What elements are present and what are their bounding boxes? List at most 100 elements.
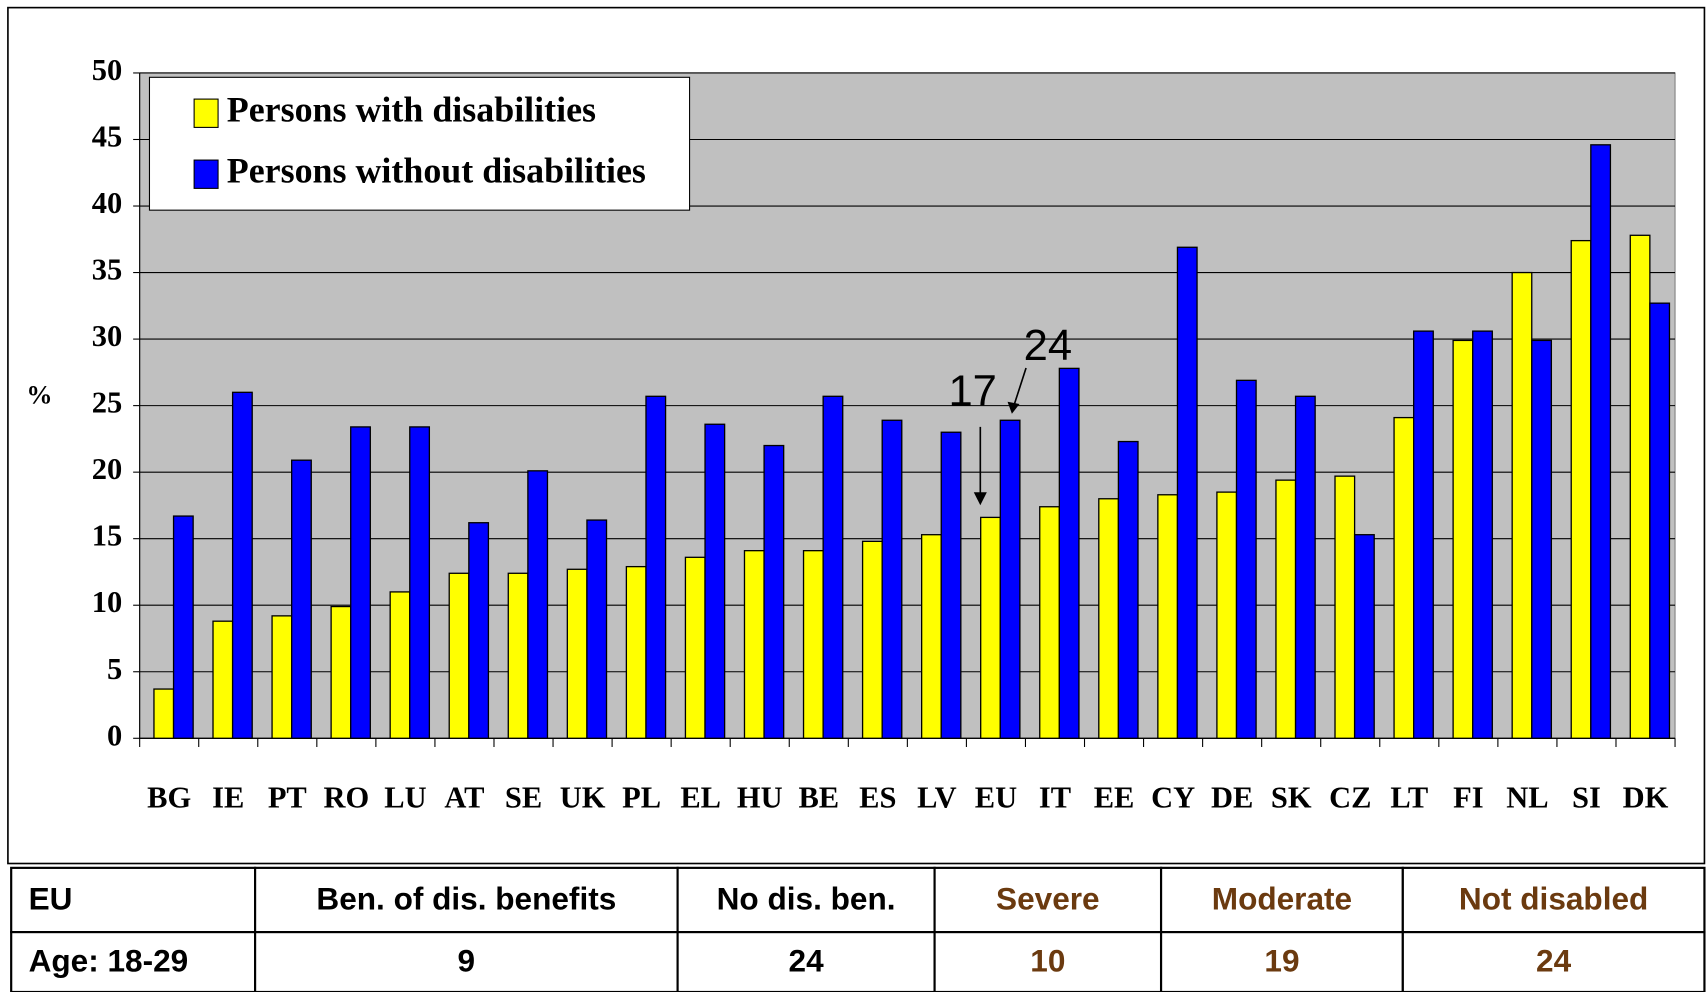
annotation: 17 <box>948 368 996 416</box>
x-tick-label: EE <box>1094 780 1135 814</box>
x-tick-label: RO <box>324 780 370 814</box>
bar <box>291 459 312 739</box>
bar <box>1570 239 1592 739</box>
bar <box>1629 234 1651 739</box>
bar <box>1413 330 1434 739</box>
bar <box>1117 440 1139 739</box>
bar <box>645 395 667 739</box>
bar <box>1098 498 1120 739</box>
bar <box>1157 494 1179 739</box>
bar <box>448 572 470 739</box>
legend-swatch <box>193 159 219 189</box>
x-tick-label: BG <box>147 780 191 814</box>
bar <box>586 519 608 739</box>
x-tick-label: BE <box>798 780 839 814</box>
y-tick-label: 35 <box>92 253 122 287</box>
y-tick-label: 15 <box>92 519 122 553</box>
table-cell-text: 10 <box>1030 942 1065 978</box>
legend-label: Persons without disabilities <box>227 150 646 190</box>
x-tick-label: DE <box>1211 780 1253 814</box>
bar <box>625 565 647 739</box>
bar <box>1452 339 1474 739</box>
bar <box>822 395 844 739</box>
bar <box>802 550 824 739</box>
bar <box>881 419 903 739</box>
y-tick-label: 40 <box>92 186 122 220</box>
bar <box>507 572 529 739</box>
x-tick-label: CY <box>1151 780 1195 814</box>
bar <box>920 534 942 739</box>
table-cell <box>254 866 679 934</box>
bar <box>1216 491 1238 739</box>
legend-label: Persons with disabilities <box>227 89 596 129</box>
y-axis-label: % <box>26 380 52 409</box>
table-header: Severe <box>996 880 1100 916</box>
x-tick-label: EL <box>680 780 721 814</box>
bar <box>1472 330 1493 739</box>
bar <box>1334 475 1356 739</box>
bar <box>1649 302 1671 739</box>
bar <box>1590 144 1612 739</box>
x-tick-label: LV <box>917 780 957 814</box>
bar <box>684 556 706 739</box>
x-tick-label: IT <box>1039 780 1071 814</box>
legend <box>148 76 691 211</box>
bar <box>172 515 194 739</box>
bar <box>271 615 293 739</box>
y-tick-label: 20 <box>92 452 122 486</box>
x-tick-label: SK <box>1271 780 1312 814</box>
x-tick-label: ES <box>859 780 896 814</box>
table-cell <box>1401 866 1706 934</box>
annotation-arrow <box>1013 367 1027 406</box>
bar <box>389 591 411 739</box>
bar <box>566 568 588 739</box>
table-header: Moderate <box>1212 880 1352 916</box>
table-header: Not disabled <box>1459 880 1648 916</box>
x-tick-label: FI <box>1453 780 1483 814</box>
bar <box>153 688 175 739</box>
x-tick-label: NL <box>1506 780 1548 814</box>
annotation: 24 <box>1024 322 1072 370</box>
bar <box>1176 246 1198 739</box>
table-cell <box>254 931 679 992</box>
table-cell <box>933 931 1163 992</box>
x-tick-label: DK <box>1623 780 1669 814</box>
bar <box>1353 534 1375 739</box>
bar <box>1058 367 1080 739</box>
x-tick-label: UK <box>560 780 606 814</box>
table-header: No dis. ben. <box>717 880 896 916</box>
x-tick-label: CZ <box>1329 780 1371 814</box>
table-cell <box>10 931 257 992</box>
bar <box>1039 506 1060 739</box>
table-header: Ben. of dis. benefits <box>316 880 616 916</box>
x-tick-label: LT <box>1390 780 1428 814</box>
arrow-head <box>973 492 987 506</box>
bar <box>1511 271 1533 739</box>
table-cell-text: Age: 18-29 <box>29 942 189 978</box>
table-cell-text: 24 <box>1536 942 1572 978</box>
bar <box>1235 379 1257 739</box>
x-tick-label: EU <box>975 780 1017 814</box>
x-tick-label: IE <box>212 780 244 814</box>
arrow-head <box>1007 401 1020 414</box>
y-tick-label: 30 <box>92 319 122 353</box>
x-tick-label: SI <box>1572 780 1601 814</box>
x-tick-label: HU <box>737 780 783 814</box>
bar <box>980 516 1001 739</box>
bar <box>704 423 726 739</box>
bar <box>1275 479 1297 739</box>
x-tick-label: PL <box>622 780 661 814</box>
bar <box>763 444 785 739</box>
bar <box>212 620 234 739</box>
table-cell <box>933 866 1163 934</box>
x-tick-label: AT <box>444 780 484 814</box>
bar <box>1393 416 1415 739</box>
bar <box>468 522 490 739</box>
bar <box>330 605 352 739</box>
bar <box>1294 395 1316 739</box>
y-tick-label: 25 <box>92 386 122 420</box>
x-tick-label: LU <box>384 780 426 814</box>
bar <box>999 419 1021 739</box>
legend-swatch <box>193 98 219 128</box>
